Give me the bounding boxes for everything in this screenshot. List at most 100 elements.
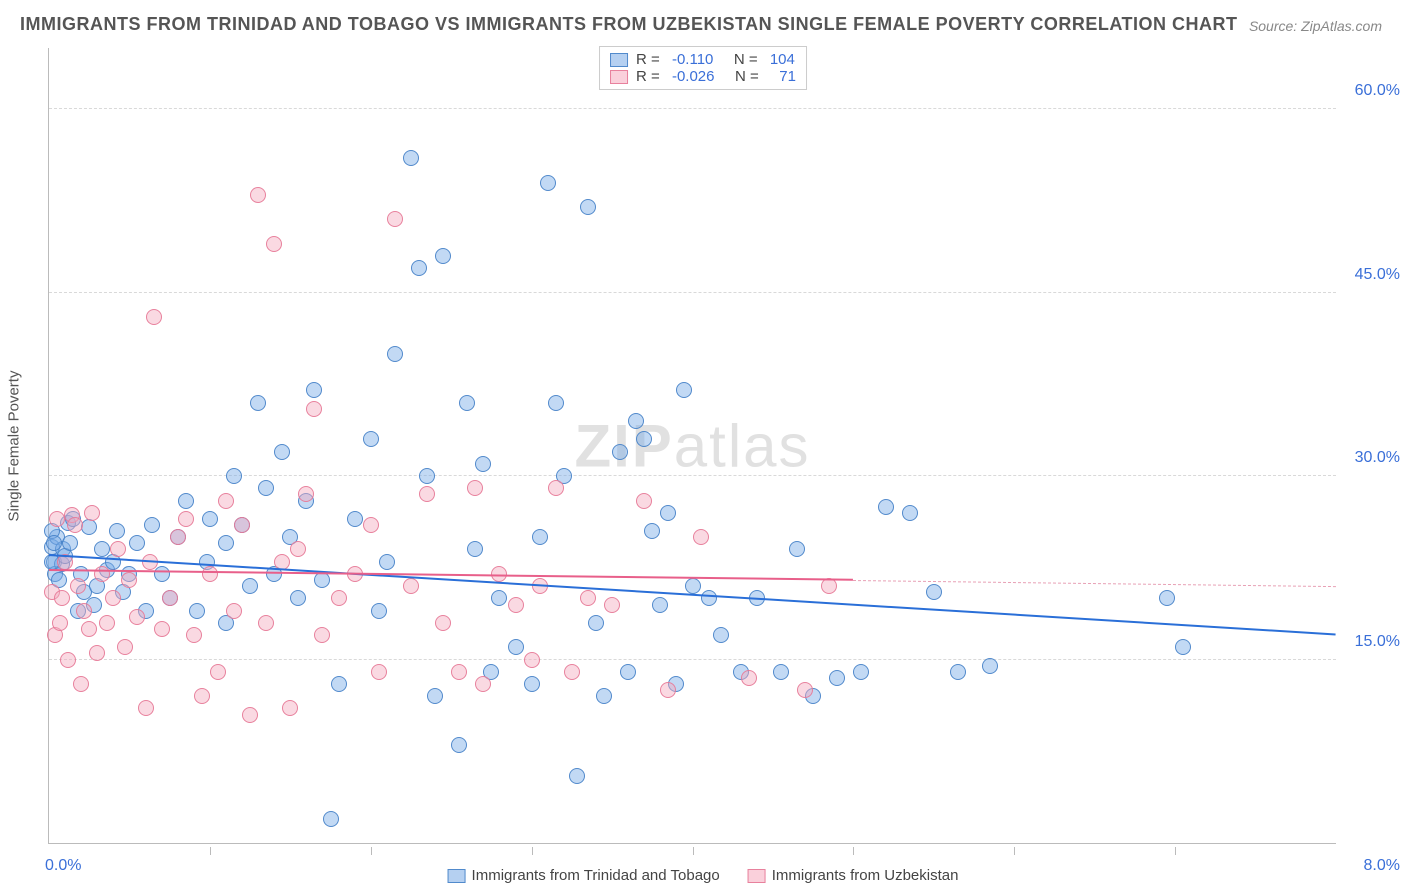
data-point xyxy=(218,535,234,551)
data-point xyxy=(189,603,205,619)
data-point xyxy=(676,382,692,398)
data-point xyxy=(84,505,100,521)
n-value: 71 xyxy=(771,68,796,85)
data-point xyxy=(109,523,125,539)
r-value: -0.110 xyxy=(672,51,713,68)
data-point xyxy=(636,431,652,447)
data-point xyxy=(604,597,620,613)
source-attribution: Source: ZipAtlas.com xyxy=(1249,18,1382,34)
data-point xyxy=(491,590,507,606)
data-point xyxy=(250,187,266,203)
data-point xyxy=(146,309,162,325)
data-point xyxy=(387,346,403,362)
data-point xyxy=(144,517,160,533)
gridline xyxy=(49,659,1336,660)
data-point xyxy=(427,688,443,704)
data-point xyxy=(628,413,644,429)
correlation-legend: R = -0.110 N = 104 R = -0.026 N = 71 xyxy=(599,46,807,90)
data-point xyxy=(532,529,548,545)
data-point xyxy=(226,603,242,619)
r-value: -0.026 xyxy=(672,68,715,85)
n-label: N = xyxy=(721,51,761,68)
data-point xyxy=(612,444,628,460)
x-tick xyxy=(693,847,694,855)
data-point xyxy=(73,676,89,692)
data-point xyxy=(588,615,604,631)
data-point xyxy=(266,236,282,252)
data-point xyxy=(314,572,330,588)
data-point xyxy=(170,529,186,545)
data-point xyxy=(636,493,652,509)
data-point xyxy=(475,676,491,692)
data-point xyxy=(403,578,419,594)
source-name: ZipAtlas.com xyxy=(1301,18,1382,34)
data-point xyxy=(258,480,274,496)
y-tick-label: 60.0% xyxy=(1340,82,1400,100)
data-point xyxy=(713,627,729,643)
data-point xyxy=(797,682,813,698)
data-point xyxy=(81,519,97,535)
legend-swatch-blue xyxy=(610,53,628,67)
gridline xyxy=(49,475,1336,476)
data-point xyxy=(129,535,145,551)
data-point xyxy=(202,566,218,582)
data-point xyxy=(693,529,709,545)
data-point xyxy=(548,480,564,496)
legend-item: Immigrants from Trinidad and Tobago xyxy=(448,867,720,884)
data-point xyxy=(347,511,363,527)
legend-row: R = -0.110 N = 104 xyxy=(610,51,796,68)
legend-row: R = -0.026 N = 71 xyxy=(610,68,796,85)
n-value: 104 xyxy=(770,51,795,68)
data-point xyxy=(475,456,491,472)
data-point xyxy=(451,737,467,753)
data-point xyxy=(306,382,322,398)
data-point xyxy=(644,523,660,539)
y-tick-label: 30.0% xyxy=(1340,449,1400,467)
data-point xyxy=(154,621,170,637)
data-point xyxy=(564,664,580,680)
data-point xyxy=(379,554,395,570)
data-point xyxy=(411,260,427,276)
data-point xyxy=(242,578,258,594)
data-point xyxy=(660,682,676,698)
data-point xyxy=(105,590,121,606)
data-point xyxy=(314,627,330,643)
data-point xyxy=(982,658,998,674)
data-point xyxy=(194,688,210,704)
legend-item: Immigrants from Uzbekistan xyxy=(748,867,959,884)
data-point xyxy=(701,590,717,606)
data-point xyxy=(218,493,234,509)
y-tick-label: 15.0% xyxy=(1340,633,1400,651)
data-point xyxy=(331,676,347,692)
r-label: R = xyxy=(636,51,664,68)
data-point xyxy=(121,572,137,588)
data-point xyxy=(202,511,218,527)
x-tick xyxy=(210,847,211,855)
series-legend: Immigrants from Trinidad and Tobago Immi… xyxy=(448,867,959,884)
data-point xyxy=(54,590,70,606)
data-point xyxy=(258,615,274,631)
data-point xyxy=(548,395,564,411)
data-point xyxy=(323,811,339,827)
data-point xyxy=(306,401,322,417)
data-point xyxy=(467,480,483,496)
x-tick xyxy=(1175,847,1176,855)
data-point xyxy=(282,700,298,716)
data-point xyxy=(660,505,676,521)
data-point xyxy=(99,615,115,631)
x-tick xyxy=(1014,847,1015,855)
legend-swatch-pink xyxy=(610,70,628,84)
data-point xyxy=(62,535,78,551)
data-point xyxy=(540,175,556,191)
source-prefix: Source: xyxy=(1249,18,1301,34)
data-point xyxy=(508,639,524,655)
data-point xyxy=(162,590,178,606)
legend-swatch-pink xyxy=(748,869,766,883)
data-point xyxy=(250,395,266,411)
gridline xyxy=(49,108,1336,109)
data-point xyxy=(467,541,483,557)
chart-title: IMMIGRANTS FROM TRINIDAD AND TOBAGO VS I… xyxy=(20,14,1237,35)
x-tick xyxy=(532,847,533,855)
data-point xyxy=(117,639,133,655)
data-point xyxy=(60,652,76,668)
